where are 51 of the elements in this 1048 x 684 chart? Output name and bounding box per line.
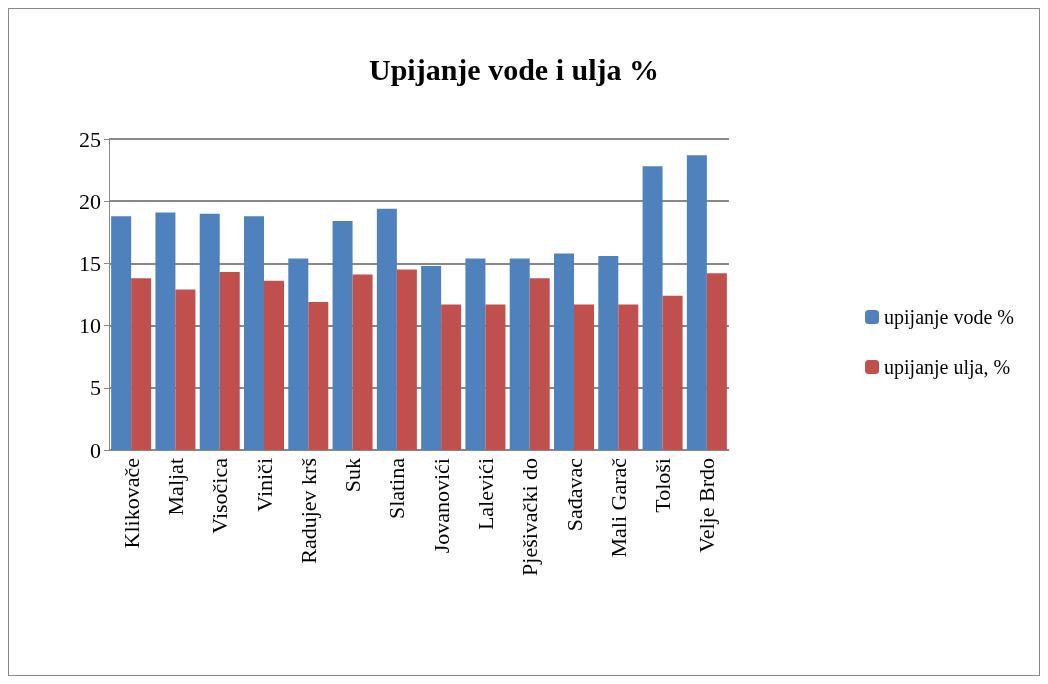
bar: [441, 304, 462, 450]
y-tick-label: 15: [79, 250, 101, 276]
y-tick-label: 10: [79, 313, 101, 339]
bar: [332, 221, 353, 450]
bar: [396, 269, 417, 450]
bar: [598, 255, 619, 450]
bar: [421, 265, 442, 450]
bar: [706, 273, 727, 450]
x-tick-label: Slatina: [384, 457, 410, 520]
y-tick-label: 25: [79, 126, 101, 152]
x-tick-label: Maljat: [162, 458, 188, 516]
bar: [111, 216, 132, 450]
bar: [465, 258, 486, 450]
bar: [618, 304, 639, 450]
bar: [264, 280, 284, 450]
bar: [529, 278, 550, 450]
bar: [155, 212, 176, 450]
bar: [288, 258, 309, 450]
bar: [308, 301, 329, 450]
y-tick-label: 5: [90, 375, 101, 401]
bar: [352, 274, 373, 450]
x-tick-label: Velje Brdo: [694, 458, 720, 553]
x-tick-label: Klikovače: [118, 458, 144, 549]
bar: [662, 295, 683, 450]
x-tick-label: Lalevići: [472, 458, 498, 531]
legend-label: upijanje vode %: [884, 306, 1015, 329]
x-tick-label: Sađavac: [561, 457, 587, 532]
bar: [131, 278, 152, 450]
x-tick-label: Tološi: [650, 458, 676, 513]
bar: [509, 258, 530, 450]
x-tick-label: Pješivački do: [517, 458, 543, 576]
x-tick-label: Radujev krš: [295, 458, 321, 564]
bar: [686, 155, 707, 450]
y-tick-label: 0: [90, 437, 101, 463]
legend-label: upijanje ulja, %: [884, 356, 1011, 379]
x-tick-label: Jovanovići: [428, 458, 454, 554]
x-tick-label: Suk: [340, 458, 366, 493]
x-tick-label: Visočica: [207, 457, 233, 534]
bar: [244, 216, 264, 450]
bar: [554, 253, 574, 450]
x-tick-label: Mali Garač: [605, 457, 631, 558]
bar: [485, 304, 506, 450]
y-tick-label: 20: [79, 188, 101, 214]
bar: [199, 213, 220, 450]
bar: [219, 272, 240, 450]
bar: [376, 208, 397, 450]
chart-title: Upijanje vode i ulja %: [369, 52, 660, 86]
bar: [175, 289, 196, 450]
bar: [574, 304, 594, 450]
x-tick-label: Viniči: [251, 458, 277, 512]
bar: [642, 166, 663, 450]
